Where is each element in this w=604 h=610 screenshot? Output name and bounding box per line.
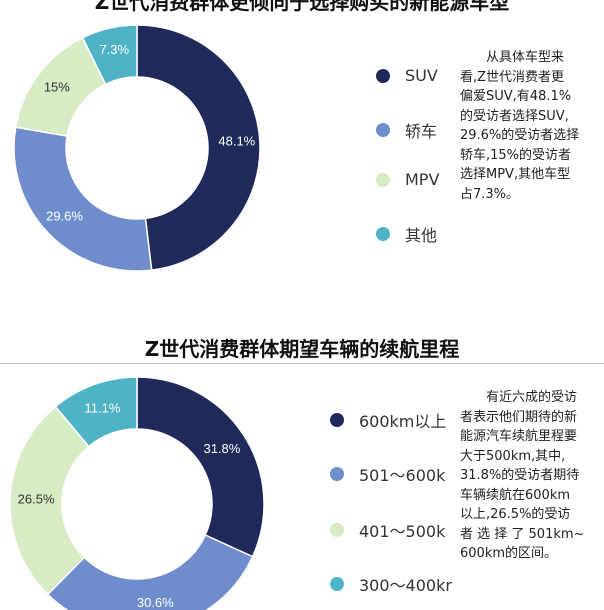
chart-title-range: Z世代消费群体期望车辆的续航里程 [144,337,460,361]
donut-slice [13,126,153,272]
legend-swatch [376,227,390,241]
divider-line [0,363,604,364]
legend-label: 600km以上 [359,412,447,431]
legend-item: 300～400kr [330,572,452,596]
slice-value-label: 29.6% [46,208,83,223]
legend-item: 600km以上 [330,408,446,432]
slice-value-label: 11.1% [85,401,121,416]
note-line: 选择MPV,其他车型 [460,167,571,182]
note-line: 600km的区间。 [460,546,558,561]
note-line: 从具体车型来 [486,50,565,65]
note-range: 有近六成的受访 者表示他们期待的新 能源汽车续航里程要 大于500km,其中, … [460,388,596,564]
legend-label: 轿车 [405,122,438,141]
legend-item: SUV [376,66,438,85]
note-line: 31.8%的受访者期待 [460,468,580,483]
note-vehicle-type: 从具体车型来 看,Z世代消费者更 偏爱SUV,有48.1% 的受访者选择SUV,… [460,48,596,204]
slice-value-label: 31.8% [203,441,240,456]
note-line: 者 选 择 了 501km~ [460,526,585,542]
legend-label: 501～600k [359,466,446,485]
legend-item: MPV [376,170,439,189]
legend-item: 轿车 [376,118,437,142]
note-line: 偏爱SUV,有48.1% [460,89,572,104]
legend-swatch [376,172,390,187]
note-line: 的受访者选择SUV, [460,108,569,124]
note-line: 车辆续航在600km [460,487,571,503]
slice-value-label: 26.5% [18,491,55,506]
note-line: 者表示他们期待的新 [460,409,578,425]
note-line: 占7.3%。 [460,186,520,202]
donut-slice [54,376,138,448]
chart-title-vehicle-type: Z世代消费群体更倾向于选择购买的新能源车型 [94,0,510,14]
note-line: 以上,26.5%的受访 [460,507,571,522]
slice-value-label: 7.3% [99,42,129,57]
legend-swatch [330,413,344,427]
note-line: 大于500km,其中, [460,448,566,464]
legend-swatch [330,523,344,537]
donut-slice [9,405,90,596]
legend-swatch [330,577,344,591]
legend-item: 401～500k [330,518,445,542]
legend-swatch [376,123,390,137]
note-line: 看,Z世代消费者更 [460,69,565,85]
note-line: 能源汽车续航里程要 [460,429,578,444]
legend-label: 300～400kr [359,576,452,595]
legend-label: MPV [405,170,440,189]
legend-label: SUV [405,66,438,85]
legend-item: 其他 [376,222,437,246]
note-line: 轿车,15%的受访者 [460,147,572,163]
legend-swatch [330,467,344,481]
legend-label: 其他 [405,226,438,245]
donut-slice [136,24,261,271]
donut-slice [136,376,265,558]
legend-label: 401～500k [359,522,446,541]
note-line: 有近六成的受访 [486,390,578,405]
donut-slice [81,24,138,86]
slice-value-label: 30.6% [137,595,174,610]
slice-value-label: 48.1% [218,133,255,148]
legend-item: 501～600k [330,462,445,486]
note-line: 29.6%的受访者选择 [460,128,580,143]
slice-value-label: 15% [44,80,70,95]
legend-swatch [376,68,390,83]
